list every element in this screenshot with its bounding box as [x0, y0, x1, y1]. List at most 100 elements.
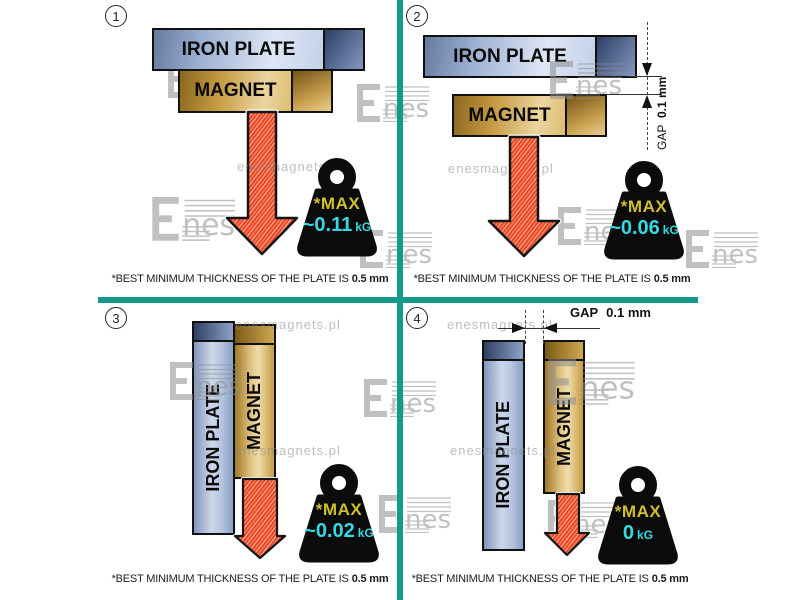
- enes-logo-watermark: nes: [377, 495, 457, 538]
- enes-logo-watermark: nes: [548, 61, 628, 104]
- iron-plate-top-face: [484, 342, 523, 361]
- iron-plate-top-face: [194, 323, 233, 342]
- footnote-bold: 0.5 mm: [351, 573, 389, 585]
- max-value-unit: kG: [662, 223, 679, 237]
- footnote: *BEST MINIMUM THICKNESS OF THE PLATE IS 0…: [100, 573, 400, 585]
- gap-tick-bottom: [607, 94, 662, 95]
- gap-extension-line-left: [525, 310, 526, 344]
- magnet-label: MAGNET: [194, 80, 277, 101]
- weight-icon: *MAX 0 kG: [594, 466, 682, 566]
- pull-force-arrow-icon: [486, 134, 562, 259]
- max-value: 0 kG: [594, 522, 682, 545]
- magnet: MAGNET: [233, 324, 276, 479]
- max-value-number: ~0.02: [304, 520, 355, 542]
- magnet-face: MAGNET: [454, 96, 565, 135]
- iron-plate-face: IRON PLATE: [484, 361, 523, 549]
- weight-icon: *MAX ~0.11 kG: [293, 158, 381, 258]
- gap-tick-top: [628, 76, 662, 77]
- iron-plate: IRON PLATE: [423, 35, 637, 78]
- panel-number-badge: 4: [406, 307, 428, 329]
- horizontal-divider: [98, 297, 698, 303]
- svg-text:nes: nes: [386, 240, 432, 268]
- enes-logo-watermark: nes: [168, 362, 248, 405]
- max-value: ~0.02 kG: [295, 520, 383, 543]
- svg-text:nes: nes: [383, 94, 429, 122]
- max-value: ~0.06 kG: [600, 217, 688, 240]
- gap-label: GAP 0.1 mm: [570, 305, 651, 320]
- max-value-unit: kG: [355, 220, 372, 234]
- magnet-face: MAGNET: [180, 71, 291, 111]
- footnote: *BEST MINIMUM THICKNESS OF THE PLATE IS 0…: [402, 273, 702, 285]
- gap-arrow-up-icon: [642, 95, 652, 108]
- footnote-text: *BEST MINIMUM THICKNESS OF THE PLATE IS: [413, 273, 651, 285]
- site-watermark: enesmagnets: [237, 159, 327, 174]
- iron-plate: IRON PLATE: [482, 340, 525, 551]
- gap-word: GAP: [570, 305, 599, 320]
- pull-force-arrow-icon: [543, 492, 591, 557]
- footnote: *BEST MINIMUM THICKNESS OF THE PLATE IS 0…: [100, 273, 400, 285]
- iron-plate-face: IRON PLATE: [154, 30, 323, 69]
- panel-number-badge: 1: [105, 5, 127, 27]
- iron-plate: IRON PLATE: [192, 321, 235, 535]
- max-value-number: ~0.06: [609, 217, 660, 239]
- svg-text:nes: nes: [196, 372, 242, 400]
- weight-icon: *MAX ~0.02 kG: [295, 464, 383, 564]
- magnet-side-face: [291, 71, 331, 111]
- gap-dimension-line: [647, 22, 648, 150]
- svg-text:nes: nes: [712, 240, 758, 268]
- panel-4: 4 GAP 0.1 mm IRON PLATE MAGNET: [400, 296, 800, 600]
- panel-number-badge: 3: [105, 307, 127, 329]
- magnet: MAGNET: [178, 69, 333, 113]
- max-value-unit: kG: [357, 526, 374, 540]
- pull-force-arrow-icon: [233, 477, 287, 560]
- iron-plate-side-face: [323, 30, 363, 69]
- iron-plate-side-face: [595, 37, 635, 76]
- panel-2: 2 IRON PLATE MAGNET GAP 0.1 mm: [400, 0, 800, 296]
- max-value-unit: kG: [637, 528, 654, 542]
- gap-value: 0.1 mm: [655, 76, 669, 118]
- footnote-bold: 0.5 mm: [653, 273, 691, 285]
- max-label: *MAX: [620, 197, 668, 216]
- magnet-top-face: [235, 326, 274, 345]
- gap-arrow-right-icon: [512, 323, 525, 333]
- gap-arrow-left-icon: [544, 323, 557, 333]
- max-value-number: ~0.11: [302, 214, 353, 236]
- pull-force-arrow-icon: [224, 109, 300, 257]
- iron-plate-label: IRON PLATE: [181, 38, 296, 60]
- magnet-label: MAGNET: [468, 104, 551, 126]
- iron-plate-face: IRON PLATE: [425, 37, 595, 76]
- gap-value: 0.1 mm: [606, 305, 651, 320]
- svg-text:nes: nes: [576, 71, 622, 99]
- gap-extension-line-right: [543, 310, 544, 344]
- svg-text:nes: nes: [580, 371, 635, 405]
- iron-plate: IRON PLATE: [152, 28, 365, 71]
- footnote: *BEST MINIMUM THICKNESS OF THE PLATE IS 0…: [400, 573, 700, 585]
- site-watermark: enesmagnets.pl: [235, 317, 341, 332]
- site-watermark: enesmagnets.pl: [447, 317, 553, 332]
- svg-text:nes: nes: [405, 505, 451, 533]
- max-value: ~0.11 kG: [293, 214, 381, 237]
- max-value-number: 0: [622, 522, 635, 544]
- gap-word: GAP: [655, 124, 669, 150]
- gap-label: GAP 0.1 mm: [655, 55, 669, 150]
- svg-text:nes: nes: [182, 208, 235, 241]
- max-label: *MAX: [614, 502, 662, 521]
- magnet-face: MAGNET: [235, 345, 274, 477]
- footnote-bold: 0.5 mm: [651, 573, 689, 585]
- enes-logo-watermark: nes: [546, 359, 642, 410]
- gap-arrow-down-icon: [642, 63, 652, 76]
- magnet-side-face: [565, 96, 605, 135]
- iron-plate-label: IRON PLATE: [453, 45, 567, 67]
- site-watermark: enesmagnets.pl: [450, 443, 556, 458]
- footnote-text: *BEST MINIMUM THICKNESS OF THE PLATE IS: [111, 573, 349, 585]
- site-watermark: enesmagnets.pl: [235, 443, 341, 458]
- enes-logo-watermark: nes: [150, 197, 242, 246]
- footnote-text: *BEST MINIMUM THICKNESS OF THE PLATE IS: [111, 273, 349, 285]
- footnote-text: *BEST MINIMUM THICKNESS OF THE PLATE IS: [411, 573, 649, 585]
- enes-logo-watermark: nes: [684, 230, 764, 273]
- enes-logo-watermark: nes: [355, 84, 435, 127]
- max-label: *MAX: [313, 194, 361, 213]
- footnote-bold: 0.5 mm: [351, 273, 389, 285]
- panel-number-badge: 2: [406, 5, 428, 27]
